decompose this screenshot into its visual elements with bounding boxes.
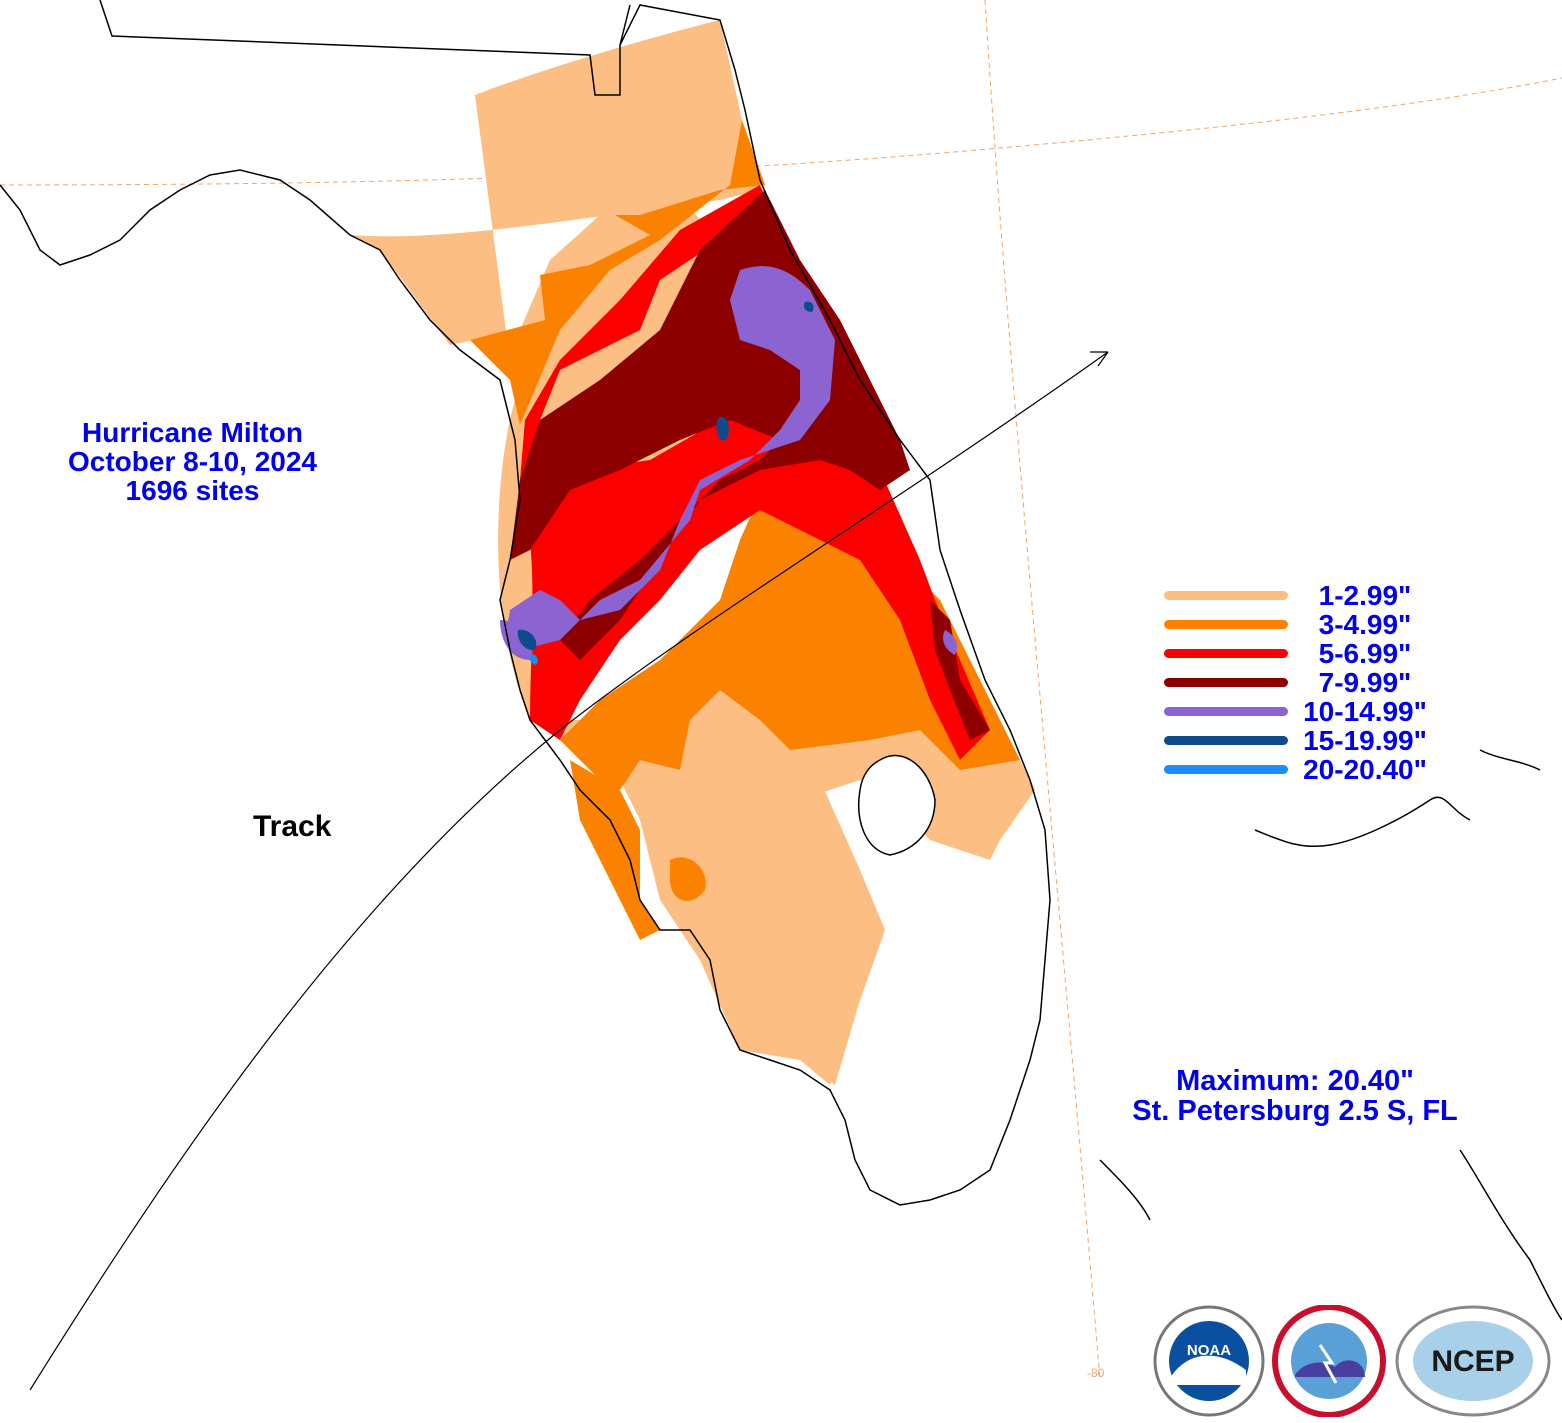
- maximum-value: Maximum: 20.40": [1176, 1065, 1414, 1097]
- maximum-location: St. Petersburg 2.5 S, FL: [1132, 1095, 1458, 1127]
- rainfall-band-5: [500, 266, 957, 660]
- title-site-count: 1696 sites: [125, 475, 260, 506]
- title-dates: October 8-10, 2024: [67, 446, 318, 477]
- rainfall-band-7: [529, 654, 538, 665]
- graticule: [0, 0, 1562, 1381]
- rainfall-legend: 1-2.99" 3-4.99" 5-6.99" 7-9.99" 10-14.99" 15-…: [1160, 582, 1460, 785]
- legend-row: 3-4.99": [1160, 611, 1460, 640]
- legend-swatch: [1164, 620, 1288, 629]
- legend-swatch: [1164, 707, 1288, 716]
- legend-row: 20-20.40": [1160, 756, 1460, 785]
- ncep-logo-text: NCEP: [1431, 1345, 1514, 1378]
- noaa-logo: NOAA: [1150, 1305, 1268, 1417]
- nws-logo: [1270, 1304, 1388, 1418]
- coastline: [0, 0, 1562, 1321]
- noaa-logo-text: NOAA: [1187, 1342, 1231, 1359]
- legend-swatch: [1164, 678, 1288, 687]
- track-label: Track: [253, 810, 332, 843]
- hurricane-track: [29, 351, 1109, 1391]
- legend-row: 7-9.99": [1160, 669, 1460, 698]
- longitude-label: -80: [1087, 1366, 1105, 1380]
- legend-row: 5-6.99": [1160, 640, 1460, 669]
- legend-label: 7-9.99": [1318, 667, 1412, 698]
- legend-label: 3-4.99": [1318, 609, 1412, 640]
- legend-row: 15-19.99": [1160, 727, 1460, 756]
- legend-swatch: [1164, 765, 1288, 774]
- title-storm-name: Hurricane Milton: [82, 417, 303, 448]
- lake-okeechobee: [858, 754, 936, 856]
- legend-row: 10-14.99": [1160, 698, 1460, 727]
- rainfall-band-6: [517, 301, 814, 651]
- legend-label: 10-14.99": [1303, 696, 1427, 727]
- title-block: Hurricane Milton October 8-10, 2024 1696…: [20, 418, 365, 505]
- legend-label: 1-2.99": [1318, 580, 1412, 611]
- legend-swatch: [1164, 736, 1288, 745]
- legend-label: 15-19.99": [1303, 725, 1427, 756]
- legend-swatch: [1164, 649, 1288, 658]
- ncep-logo: NCEP: [1393, 1305, 1551, 1417]
- legend-swatch: [1164, 591, 1288, 600]
- legend-label: 20-20.40": [1303, 754, 1427, 785]
- maximum-block: Maximum: 20.40" St. Petersburg 2.5 S, FL: [1100, 1066, 1490, 1126]
- legend-row: 1-2.99": [1160, 582, 1460, 611]
- legend-label: 5-6.99": [1318, 638, 1412, 669]
